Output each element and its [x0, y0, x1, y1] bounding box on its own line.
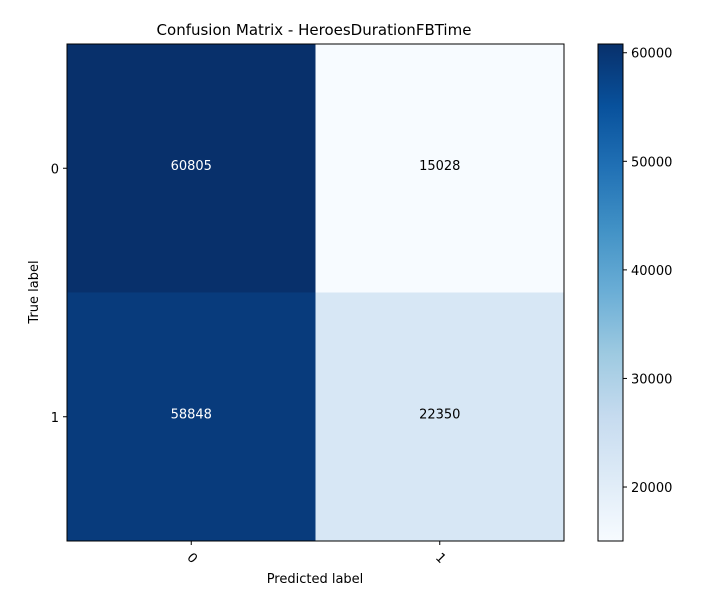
colorbar-tick-label-1: 30000	[631, 372, 672, 387]
chart-title: Confusion Matrix - HeroesDurationFBTime	[157, 21, 472, 39]
colorbar-tick-label-4: 60000	[631, 47, 672, 62]
cell-value-label-0-0: 60805	[171, 159, 212, 174]
cell-value-label-0-1: 15028	[419, 159, 460, 174]
y-tick-label-1: 1	[51, 411, 59, 426]
y-tick-label-0: 0	[51, 162, 59, 177]
heatmap-cells	[67, 44, 564, 541]
x-tick-label-1: 1	[432, 550, 448, 566]
colorbar-ticks: 20000 30000 40000 50000 60000	[623, 47, 672, 496]
colorbar-tick-label-0: 20000	[631, 481, 672, 496]
heatmap-cell-0-1	[315, 44, 564, 293]
y-axis-label: True label	[27, 260, 42, 324]
heatmap-cell-1-0	[67, 292, 316, 541]
heatmap-cell-1-1	[315, 292, 564, 541]
heatmap-cell-0-0	[67, 44, 316, 293]
x-axis-label: Predicted label	[267, 572, 364, 587]
plot-frame	[66, 43, 565, 542]
colorbar	[597, 43, 624, 542]
cell-value-label-1-0: 58848	[171, 407, 212, 422]
colorbar-tick-label-3: 50000	[631, 155, 672, 170]
cell-value-label-1-1: 22350	[419, 407, 460, 422]
x-tick-label-0: 0	[183, 550, 199, 566]
colorbar-tick-label-2: 40000	[631, 264, 672, 279]
heatmap-cell-labels: 60805 15028 58848 22350	[171, 159, 461, 423]
y-axis-ticks: 01	[51, 162, 67, 426]
